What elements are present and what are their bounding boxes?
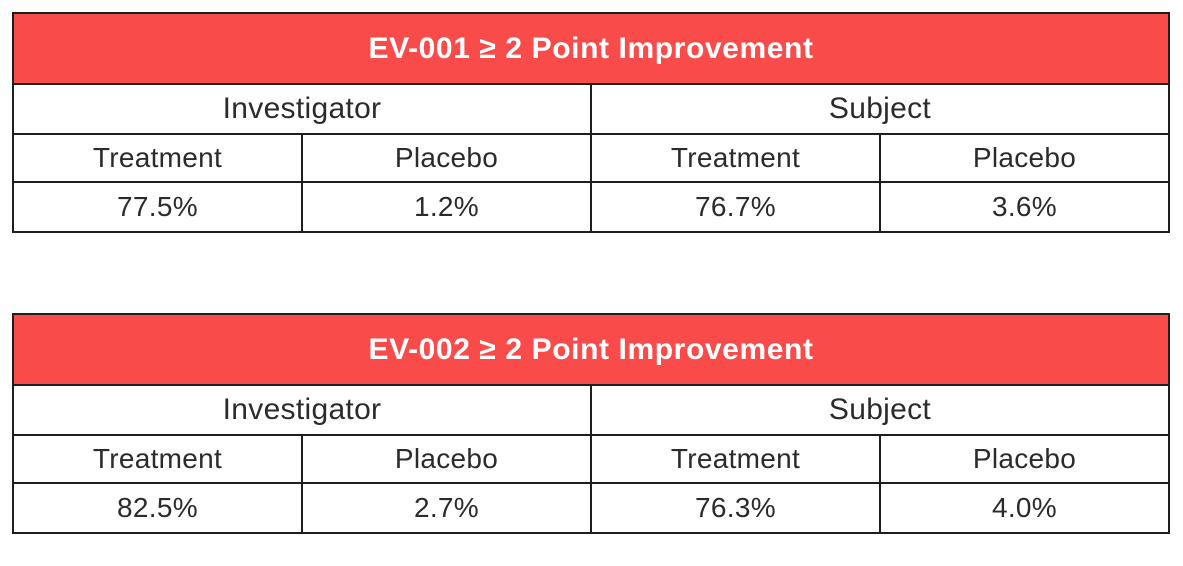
- ev-001-column-header-subject-placebo: Placebo: [879, 133, 1170, 183]
- ev-002-results-table: EV-002 ≥ 2 Point Improvement Investigato…: [12, 313, 1170, 534]
- ev-001-value-subject-treatment: 76.7%: [590, 181, 881, 233]
- ev-001-value-row: 77.5% 1.2% 76.7% 3.6%: [12, 181, 1170, 233]
- ev-002-value-row: 82.5% 2.7% 76.3% 4.0%: [12, 482, 1170, 534]
- ev-001-column-header-investigator-placebo: Placebo: [301, 133, 592, 183]
- table-gap: [12, 233, 1170, 313]
- ev-001-results-table: EV-001 ≥ 2 Point Improvement Investigato…: [12, 12, 1170, 233]
- ev-001-column-header-investigator-treatment: Treatment: [12, 133, 303, 183]
- ev-002-table-title: EV-002 ≥ 2 Point Improvement: [12, 313, 1170, 386]
- ev-002-group-header-subject: Subject: [590, 384, 1170, 436]
- ev-001-column-header-row: Treatment Placebo Treatment Placebo: [12, 133, 1170, 183]
- ev-001-value-subject-placebo: 3.6%: [879, 181, 1170, 233]
- ev-001-group-header-subject: Subject: [590, 83, 1170, 135]
- ev-002-column-header-investigator-placebo: Placebo: [301, 434, 592, 484]
- ev-002-column-header-investigator-treatment: Treatment: [12, 434, 303, 484]
- ev-002-column-header-row: Treatment Placebo Treatment Placebo: [12, 434, 1170, 484]
- ev-001-group-header-investigator: Investigator: [12, 83, 592, 135]
- ev-001-group-header-row: Investigator Subject: [12, 83, 1170, 135]
- ev-002-value-investigator-placebo: 2.7%: [301, 482, 592, 534]
- ev-001-table-title: EV-001 ≥ 2 Point Improvement: [12, 12, 1170, 85]
- ev-001-value-investigator-placebo: 1.2%: [301, 181, 592, 233]
- ev-001-title-row: EV-001 ≥ 2 Point Improvement: [12, 12, 1170, 85]
- ev-002-value-investigator-treatment: 82.5%: [12, 482, 303, 534]
- ev-002-value-subject-placebo: 4.0%: [879, 482, 1170, 534]
- ev-002-column-header-subject-placebo: Placebo: [879, 434, 1170, 484]
- ev-002-column-header-subject-treatment: Treatment: [590, 434, 881, 484]
- ev-002-group-header-investigator: Investigator: [12, 384, 592, 436]
- ev-001-column-header-subject-treatment: Treatment: [590, 133, 881, 183]
- ev-002-title-row: EV-002 ≥ 2 Point Improvement: [12, 313, 1170, 386]
- ev-002-group-header-row: Investigator Subject: [12, 384, 1170, 436]
- ev-001-value-investigator-treatment: 77.5%: [12, 181, 303, 233]
- ev-002-value-subject-treatment: 76.3%: [590, 482, 881, 534]
